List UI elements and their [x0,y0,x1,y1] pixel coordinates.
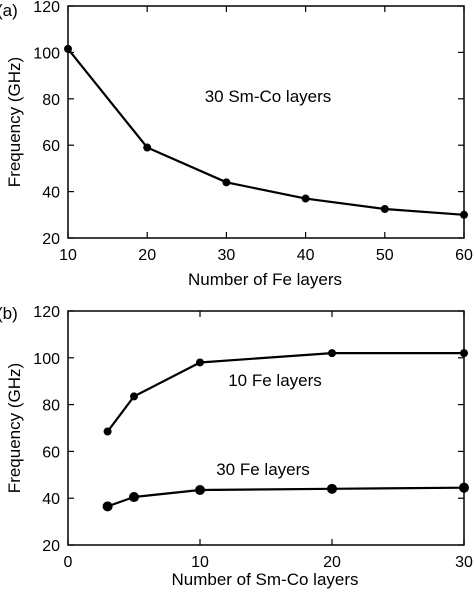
panel-b-xtick-label: 30 [455,554,473,571]
panel-a-ytick-label: 40 [42,185,60,202]
panel-a-series-0-point [222,178,231,187]
panel-b-series-1-point [459,482,469,493]
panel-a-xtick-label: 60 [455,247,473,264]
panel-b-series-1-point [195,485,205,496]
panel-b-ylabel: Frequency (GHz) [5,363,24,493]
panel-b-plot-frame [67,310,465,546]
panel-b-xtick-label: 10 [191,554,209,571]
panel-b-series-1-point [327,483,337,494]
panel-a-ytick-label: 80 [42,92,60,109]
panel-b-ytick-label: 20 [42,538,60,555]
panel-a-xlabel: Number of Fe layers [188,270,342,289]
panel-a-series [64,44,468,219]
panel-a-xtick-label: 30 [218,247,236,264]
panel-a-xtick-label: 10 [59,247,77,264]
panel-b-ytick-label: 60 [42,444,60,461]
panel-b-series-0-point [328,349,336,358]
panel-b-series-0-point [103,427,112,436]
panel-a: (a) Frequency (GHz) Number of Fe layers … [0,0,473,289]
panel-b-series-1-point [129,492,139,503]
panel-b-ytick-label: 120 [33,304,60,321]
panel-a-plot-frame [67,5,465,239]
panel-a-label: (a) [0,1,18,20]
panel-b-series-0-line [106,352,464,433]
panel-b-ytick-label: 40 [42,491,60,508]
panel-b-ticks: 0 10 20 30 20 40 60 80 100 120 [33,304,473,571]
panel-b-annotation-30fe: 30 Fe layers [216,460,310,479]
panel-a-ytick-label: 60 [42,138,60,155]
panel-a-series-0-line [67,48,465,216]
panel-b-ytick-label: 100 [33,351,60,368]
panel-b-series-0-point [460,349,468,358]
panel-b-ytick-label: 80 [42,398,60,415]
panel-a-annotation: 30 Sm-Co layers [205,87,332,106]
panel-a-series-0-point [143,143,152,152]
panel-b-xtick-label: 0 [64,554,73,571]
panel-a-series-0-point [301,194,310,203]
panel-b: (b) Frequency (GHz) Number of Sm-Co laye… [0,304,473,589]
panel-b-series-0-point [130,392,138,401]
panel-a-ytick-label: 20 [42,231,60,248]
panel-a-series-0-point [380,205,389,213]
panel-b-series-1-point [102,501,113,512]
panel-a-series-0-point [460,210,468,219]
panel-a-xtick-label: 20 [138,247,156,264]
panel-b-xtick-label: 20 [323,554,341,571]
panel-b-series-0-point [196,358,204,367]
panel-b-label: (b) [0,304,18,323]
panel-a-ylabel: Frequency (GHz) [5,57,24,187]
panel-a-ytick-label: 100 [33,45,60,62]
panel-b-xlabel: Number of Sm-Co layers [171,570,358,589]
panel-b-series-1-line [107,486,465,508]
panel-a-series-0-point [64,44,72,53]
panel-b-series [102,349,469,512]
panel-a-xtick-label: 50 [376,247,394,264]
panel-b-annotation-10fe: 10 Fe layers [228,371,322,390]
panel-a-xtick-label: 40 [297,247,315,264]
panel-a-ytick-label: 120 [33,0,60,16]
